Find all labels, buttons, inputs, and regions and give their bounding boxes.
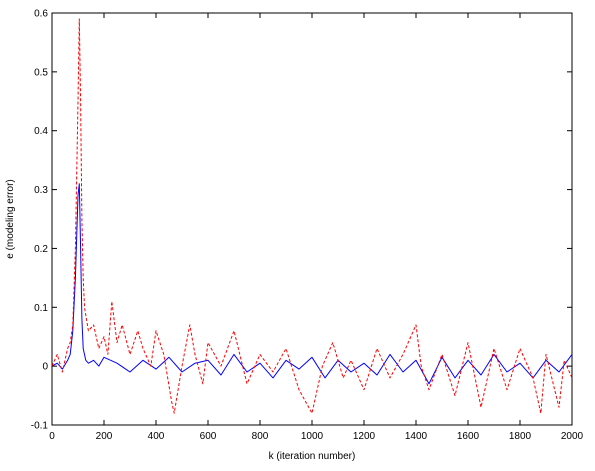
x-tick-label: 0 — [49, 431, 55, 442]
x-tick-label: 2000 — [561, 431, 584, 442]
x-tick-label: 1000 — [301, 431, 324, 442]
y-tick-label: 0.1 — [34, 303, 48, 314]
x-axis-label: k (iteration number) — [269, 451, 356, 462]
x-tick-label: 200 — [96, 431, 113, 442]
y-axis-label: e (modeling error) — [5, 179, 16, 258]
x-tick-label: 400 — [148, 431, 165, 442]
y-tick-label: 0.6 — [34, 9, 48, 20]
x-tick-label: 1200 — [353, 431, 376, 442]
y-tick-label: 0.2 — [34, 244, 48, 255]
y-tick-label: 0.3 — [34, 185, 48, 196]
series-line-1 — [51, 183, 573, 385]
y-tick-label: 0.4 — [34, 126, 48, 137]
y-tick-label: -0.1 — [31, 421, 49, 432]
series-layer — [51, 18, 573, 414]
tick-layer: 0 200 400 600 800 1000 1200 1400 1600 1800 2000 -0.… — [31, 9, 584, 443]
x-tick-label: 1600 — [457, 431, 480, 442]
y-tick-label: 0.5 — [34, 67, 48, 78]
plot-area — [51, 12, 573, 426]
x-tick-label: 1400 — [405, 431, 428, 442]
y-tick-label: 0 — [42, 362, 48, 373]
x-tick-label: 600 — [200, 431, 217, 442]
x-tick-label: 800 — [252, 431, 269, 442]
series-line-2 — [51, 18, 573, 414]
x-tick-label: 1800 — [509, 431, 532, 442]
